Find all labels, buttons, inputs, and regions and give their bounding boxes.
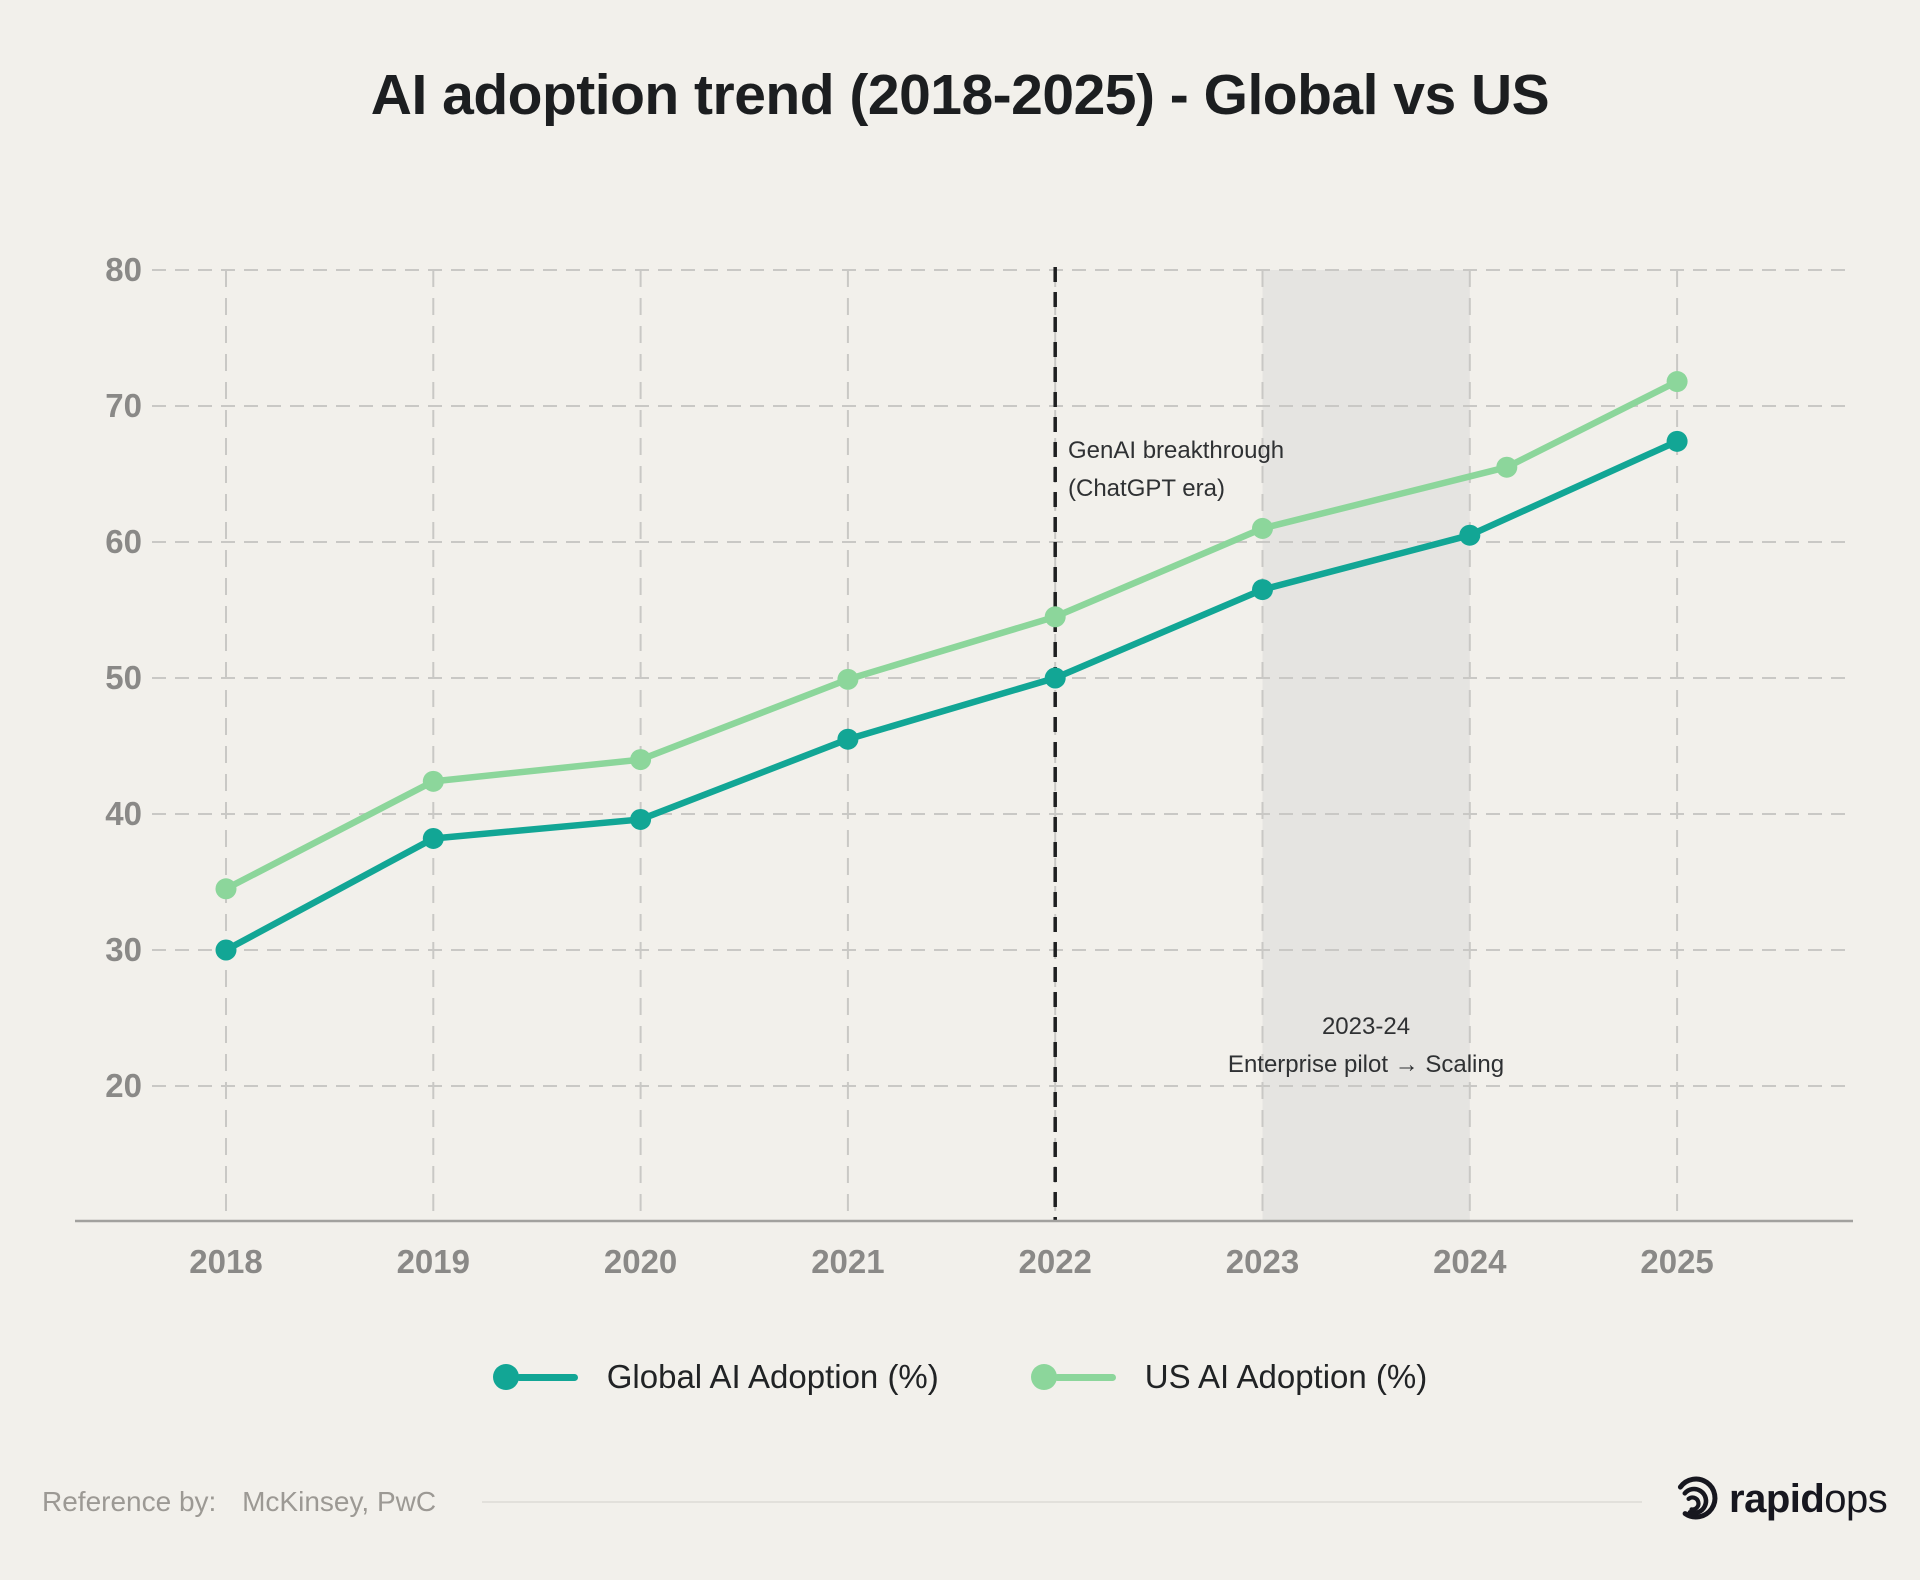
data-point-us-2024 <box>1496 456 1518 478</box>
y-tick-label: 30 <box>105 931 142 968</box>
page-title: AI adoption trend (2018-2025) - Global v… <box>370 63 1550 127</box>
data-point-global-2024 <box>1459 524 1481 546</box>
x-tick-label: 2023 <box>1226 1243 1299 1280</box>
data-point-us-2022 <box>1044 606 1066 628</box>
band-annotation-line1: 2023-24 <box>1321 1013 1411 1040</box>
x-tick-label: 2021 <box>811 1243 884 1280</box>
rapidops-logo-icon <box>1677 1476 1718 1520</box>
y-tick-label: 50 <box>105 659 142 696</box>
y-tick-label: 70 <box>105 387 142 424</box>
event-annotation-line2: (ChatGPT era) <box>1068 475 1225 502</box>
reference-note: Reference by: McKinsey, PwC <box>42 1486 436 1518</box>
legend-label-global: Global AI Adoption (%) <box>606 1358 939 1395</box>
reference-source: McKinsey, PwC <box>242 1486 437 1517</box>
footer-divider <box>482 1501 1642 1503</box>
data-point-us-2020 <box>630 749 652 771</box>
y-tick-label: 60 <box>105 523 142 560</box>
global-series-marker-icon <box>492 1364 579 1390</box>
data-point-us-2018 <box>215 878 237 900</box>
us-marker-line <box>1053 1373 1116 1381</box>
data-point-global-2023 <box>1252 579 1273 601</box>
x-tick-label: 2022 <box>1018 1243 1091 1280</box>
y-tick-label: 40 <box>105 795 142 832</box>
x-tick-label: 2020 <box>604 1243 677 1280</box>
global-marker-dot <box>492 1364 519 1390</box>
logo-text-bold: rapid <box>1729 1476 1825 1521</box>
rapidops-logo-text: rapidops <box>1729 1476 1888 1522</box>
data-point-global-2022 <box>1044 667 1066 689</box>
data-point-global-2020 <box>630 808 652 830</box>
data-point-global-2021 <box>837 728 859 750</box>
y-tick-label: 20 <box>105 1067 142 1104</box>
x-tick-label: 2025 <box>1640 1243 1713 1280</box>
data-point-us-2025 <box>1666 371 1688 393</box>
legend-item-us: US AI Adoption (%) <box>1030 1358 1428 1396</box>
reference-label: Reference by: <box>42 1486 217 1517</box>
data-point-global-2025 <box>1666 430 1688 452</box>
chart-legend: Global AI Adoption (%) US AI Adoption (%… <box>0 1358 1920 1396</box>
event-annotation-line1: GenAI breakthrough <box>1068 437 1285 464</box>
highlight-band <box>1262 270 1470 1221</box>
x-tick-label: 2019 <box>397 1243 470 1280</box>
y-tick-label: 80 <box>105 251 142 288</box>
band-annotation-line2: Enterprise pilot → Scaling <box>1227 1051 1505 1078</box>
rapidops-logo: rapidops <box>1672 1474 1888 1524</box>
data-point-global-2019 <box>422 827 444 849</box>
data-point-us-2023 <box>1252 517 1273 539</box>
logo-text-regular: ops <box>1824 1476 1888 1521</box>
event-annotation: GenAI breakthrough (ChatGPT era) <box>1068 432 1284 508</box>
data-point-us-2019 <box>422 770 444 792</box>
data-point-us-2021 <box>837 668 859 690</box>
data-point-global-2018 <box>215 939 237 961</box>
x-tick-label: 2018 <box>189 1243 262 1280</box>
legend-label-us: US AI Adoption (%) <box>1144 1358 1428 1395</box>
us-series-marker-icon <box>1030 1364 1117 1390</box>
x-tick-label: 2024 <box>1433 1243 1507 1280</box>
legend-item-global: Global AI Adoption (%) <box>492 1358 939 1396</box>
band-annotation: 2023-24 Enterprise pilot → Scaling <box>1228 1008 1504 1084</box>
global-series-line <box>222 438 1681 954</box>
global-marker-line <box>515 1373 578 1381</box>
us-series-line <box>222 378 1681 893</box>
us-marker-dot <box>1030 1364 1057 1390</box>
